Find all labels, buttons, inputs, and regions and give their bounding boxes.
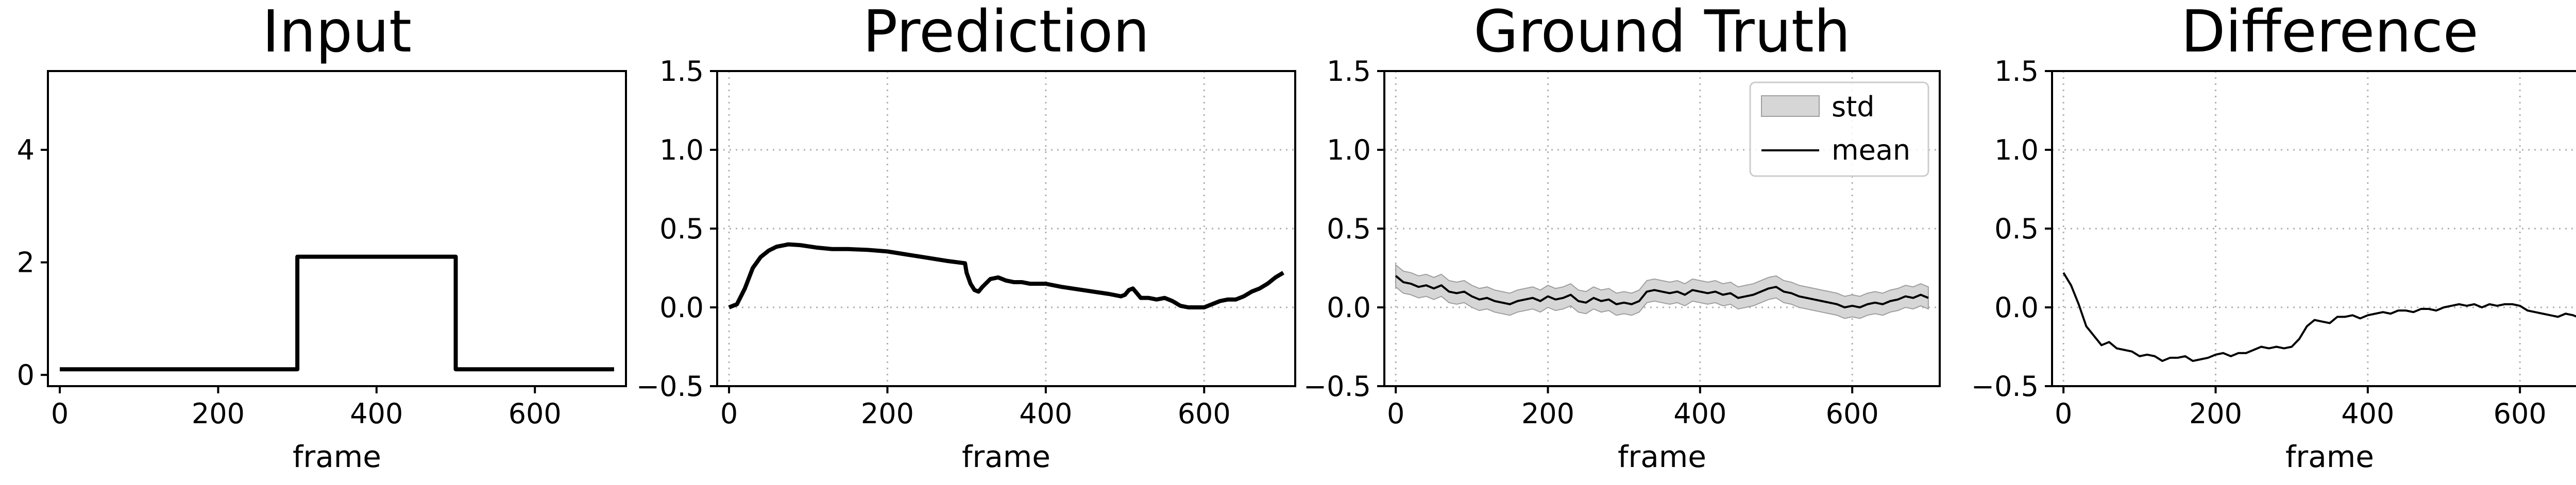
- y-tick-label-2: 0.5: [659, 213, 704, 245]
- x-tick-label-2: 400: [350, 397, 403, 430]
- chart-title: Input: [262, 0, 412, 65]
- x-tick-label-0: 0: [720, 397, 738, 430]
- x-axis-label: frame: [293, 439, 381, 474]
- panel-input: 0 200 400 600 0 2 4 Input frame: [17, 0, 627, 474]
- legend-label-mean: mean: [1832, 134, 1910, 166]
- y-tick-label-3: 1.0: [659, 134, 704, 166]
- x-axis-label: frame: [2285, 439, 2374, 474]
- x-tick-label-1: 200: [1521, 397, 1574, 430]
- y-tick-label-1: 0.0: [659, 291, 704, 324]
- x-tick-label-0: 0: [51, 397, 69, 430]
- x-axis-label: frame: [962, 439, 1050, 474]
- x-tick-label-0: 0: [1387, 397, 1404, 430]
- y-tick-label-3: 1.0: [1327, 134, 1371, 166]
- y-tick-label-0: −0.5: [1303, 370, 1371, 403]
- y-tick-label-2: 0.5: [1327, 213, 1371, 245]
- y-tick-label-4: 1.5: [659, 55, 704, 88]
- y-tick-label-0: −0.5: [636, 370, 704, 403]
- legend: std mean: [1749, 81, 1929, 177]
- y-tick-label-1: 0.0: [1327, 291, 1371, 324]
- x-tick-label-3: 600: [1826, 397, 1879, 430]
- y-tick-label-0: 0: [17, 359, 35, 391]
- x-tick-label-3: 600: [1178, 397, 1231, 430]
- chart-title: Prediction: [863, 0, 1149, 65]
- y-tick-label-1: 2: [17, 247, 35, 279]
- panel-difference: 0 200 400 600 −0.5 0.0 0.5 1.0 1.5 Difference fram…: [1971, 0, 2576, 474]
- x-axis-label: frame: [1618, 439, 1706, 474]
- y-tick-label-0: −0.5: [1971, 370, 2039, 403]
- x-tick-label-3: 600: [2494, 397, 2547, 430]
- legend-label-std: std: [1832, 91, 1875, 123]
- legend-swatch-std: [1761, 95, 1820, 117]
- series-line-0: [2062, 272, 2576, 362]
- y-tick-label-1: 0.0: [1994, 291, 2039, 324]
- y-tick-label-4: 1.5: [1327, 55, 1371, 88]
- series-line-0: [60, 254, 614, 372]
- x-tick-label-3: 600: [509, 397, 562, 430]
- x-tick-label-2: 400: [1019, 397, 1072, 430]
- y-tick-label-2: 0.5: [1994, 213, 2039, 245]
- panel-ground-truth: 0 200 400 600 −0.5 0.0 0.5 1.0 1.5 Ground Truth fr…: [1303, 0, 1941, 474]
- series-line-0: [728, 242, 1284, 309]
- x-tick-label-1: 200: [192, 397, 245, 430]
- chart-title: Ground Truth: [1473, 0, 1850, 65]
- series-line-mean: [1395, 275, 1929, 308]
- y-tick-label-2: 4: [17, 134, 35, 166]
- x-tick-label-1: 200: [2189, 397, 2242, 430]
- x-tick-label-0: 0: [2055, 397, 2072, 430]
- axes-frame: [47, 70, 627, 387]
- x-tick-label-1: 200: [861, 397, 914, 430]
- chart-title: Difference: [2181, 0, 2478, 65]
- x-tick-label-2: 400: [1673, 397, 1726, 430]
- panel-prediction: 0 200 400 600 −0.5 0.0 0.5 1.0 1.5 Prediction fram…: [636, 0, 1296, 474]
- y-tick-label-4: 1.5: [1994, 55, 2039, 88]
- y-tick-label-3: 1.0: [1994, 134, 2039, 166]
- x-tick-label-2: 400: [2341, 397, 2394, 430]
